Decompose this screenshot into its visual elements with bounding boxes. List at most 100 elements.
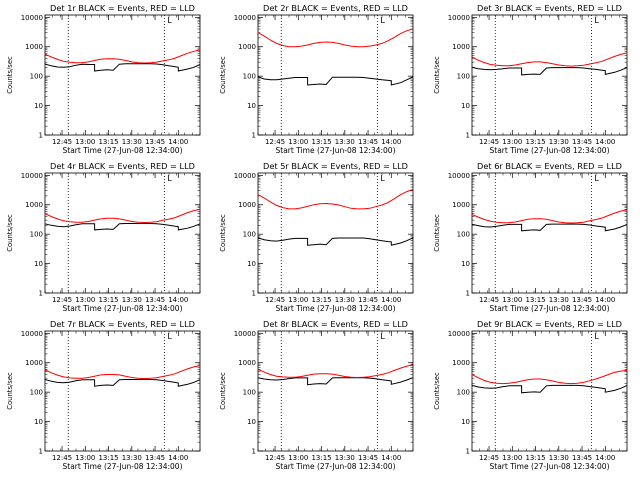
y-tick-label: 1000 bbox=[25, 359, 43, 367]
y-tick-label: 10 bbox=[34, 102, 43, 110]
panel-det-4: Det 4r BLACK = Events, RED = LLD 1 10 100 10… bbox=[6, 161, 201, 313]
x-axis-title: Start Time (27-Jun-08 12:34:00) bbox=[63, 304, 183, 313]
x-tick-label: 13:30 bbox=[122, 296, 142, 304]
x-tick-label: 14:00 bbox=[595, 296, 615, 304]
series-line-events bbox=[471, 384, 628, 394]
x-tick-label: 13:45 bbox=[358, 296, 378, 304]
x-tick-label: 13:45 bbox=[358, 454, 378, 462]
y-axis-title: Counts/sec bbox=[6, 56, 14, 94]
x-tick-label: 12:45 bbox=[265, 296, 285, 304]
y-tick-label: 10 bbox=[247, 260, 256, 268]
x-tick-label: 13:30 bbox=[335, 454, 355, 462]
x-axis-title: Start Time (27-Jun-08 12:34:00) bbox=[490, 304, 610, 313]
series-line-lld bbox=[471, 369, 628, 385]
panel-det-9: Det 9r BLACK = Events, RED = LLD 1 10 100 10… bbox=[433, 319, 628, 471]
x-tick-label: 14:00 bbox=[168, 296, 188, 304]
x-tick-label: 13:15 bbox=[525, 296, 545, 304]
panel-title: Det 3r BLACK = Events, RED = LLD bbox=[477, 3, 622, 13]
x-tick-label: 13:00 bbox=[288, 296, 308, 304]
y-axis-title: Counts/sec bbox=[6, 372, 14, 410]
y-axis-title: Counts/sec bbox=[219, 372, 227, 410]
x-tick-label: 13:45 bbox=[572, 296, 592, 304]
corner-marker-label: L bbox=[380, 174, 385, 183]
y-tick-label: 10000 bbox=[21, 330, 43, 338]
y-tick-label: 1 bbox=[466, 290, 470, 298]
x-tick-label: 14:00 bbox=[381, 296, 401, 304]
x-axis-title: Start Time (27-Jun-08 12:34:00) bbox=[63, 462, 183, 471]
y-tick-label: 10000 bbox=[448, 14, 470, 22]
series-line-lld bbox=[44, 208, 201, 224]
y-tick-label: 10000 bbox=[234, 172, 256, 180]
series-line-events bbox=[257, 76, 414, 86]
x-tick-label: 13:00 bbox=[502, 296, 522, 304]
y-tick-label: 10 bbox=[461, 260, 470, 268]
x-tick-label: 13:45 bbox=[145, 296, 165, 304]
series-line-events bbox=[471, 66, 628, 76]
x-tick-label: 12:45 bbox=[479, 138, 499, 146]
panel-det-1: Det 1r BLACK = Events, RED = LLD 1 10 100 10… bbox=[6, 3, 201, 155]
x-tick-label: 14:00 bbox=[168, 454, 188, 462]
series-line-lld bbox=[257, 364, 414, 379]
y-tick-label: 1 bbox=[252, 448, 256, 456]
x-tick-label: 12:45 bbox=[479, 296, 499, 304]
panel-title: Det 1r BLACK = Events, RED = LLD bbox=[50, 3, 195, 13]
series-line-events bbox=[471, 223, 628, 232]
y-axis-title: Counts/sec bbox=[433, 372, 441, 410]
y-axis-title: Counts/sec bbox=[433, 214, 441, 252]
corner-marker-label: L bbox=[380, 16, 385, 25]
y-tick-label: 10000 bbox=[448, 330, 470, 338]
series-line-lld bbox=[471, 209, 628, 224]
x-tick-label: 13:00 bbox=[75, 138, 95, 146]
y-tick-label: 1000 bbox=[25, 43, 43, 51]
x-tick-label: 13:15 bbox=[525, 138, 545, 146]
x-tick-label: 13:30 bbox=[122, 454, 142, 462]
y-tick-label: 1000 bbox=[238, 201, 256, 209]
y-tick-label: 1 bbox=[39, 448, 43, 456]
y-tick-label: 100 bbox=[30, 389, 43, 397]
y-tick-label: 10 bbox=[34, 418, 43, 426]
y-tick-label: 100 bbox=[457, 231, 470, 239]
panel-det-2: Det 2r BLACK = Events, RED = LLD 1 10 100 10… bbox=[219, 3, 414, 155]
x-tick-label: 13:15 bbox=[311, 138, 331, 146]
x-tick-label: 13:30 bbox=[335, 296, 355, 304]
corner-marker-label: L bbox=[167, 174, 172, 183]
panel-title: Det 6r BLACK = Events, RED = LLD bbox=[477, 161, 622, 171]
x-axis-title: Start Time (27-Jun-08 12:34:00) bbox=[276, 304, 396, 313]
x-tick-label: 12:45 bbox=[52, 138, 72, 146]
series-line-events bbox=[44, 379, 201, 387]
y-tick-label: 10000 bbox=[234, 330, 256, 338]
y-axis-title: Counts/sec bbox=[219, 56, 227, 94]
series-line-lld bbox=[44, 365, 201, 380]
y-tick-label: 1 bbox=[39, 132, 43, 140]
y-tick-label: 10 bbox=[247, 418, 256, 426]
x-tick-label: 13:15 bbox=[311, 454, 331, 462]
y-tick-label: 100 bbox=[243, 389, 256, 397]
y-axis-title: Counts/sec bbox=[219, 214, 227, 252]
y-tick-label: 1 bbox=[252, 290, 256, 298]
x-tick-label: 13:00 bbox=[75, 454, 95, 462]
corner-marker-label: L bbox=[594, 174, 599, 183]
y-tick-label: 10000 bbox=[234, 14, 256, 22]
y-tick-label: 100 bbox=[30, 231, 43, 239]
series-line-lld bbox=[257, 28, 414, 48]
series-line-lld bbox=[471, 52, 628, 67]
x-tick-label: 12:45 bbox=[52, 454, 72, 462]
corner-marker-label: L bbox=[594, 16, 599, 25]
x-tick-label: 13:15 bbox=[525, 454, 545, 462]
y-tick-label: 10 bbox=[461, 418, 470, 426]
y-tick-label: 1000 bbox=[452, 43, 470, 51]
y-tick-label: 1 bbox=[252, 132, 256, 140]
x-tick-label: 14:00 bbox=[381, 138, 401, 146]
x-tick-label: 13:00 bbox=[502, 454, 522, 462]
y-tick-label: 10000 bbox=[21, 172, 43, 180]
x-axis-title: Start Time (27-Jun-08 12:34:00) bbox=[490, 462, 610, 471]
y-tick-label: 1000 bbox=[452, 359, 470, 367]
panel-title: Det 4r BLACK = Events, RED = LLD bbox=[50, 161, 195, 171]
x-tick-label: 13:15 bbox=[311, 296, 331, 304]
x-tick-label: 13:45 bbox=[572, 454, 592, 462]
y-tick-label: 1000 bbox=[452, 201, 470, 209]
x-axis-title: Start Time (27-Jun-08 12:34:00) bbox=[490, 146, 610, 155]
panel-title: Det 9r BLACK = Events, RED = LLD bbox=[477, 319, 622, 329]
panel-det-8: Det 8r BLACK = Events, RED = LLD 1 10 100 10… bbox=[219, 319, 414, 471]
